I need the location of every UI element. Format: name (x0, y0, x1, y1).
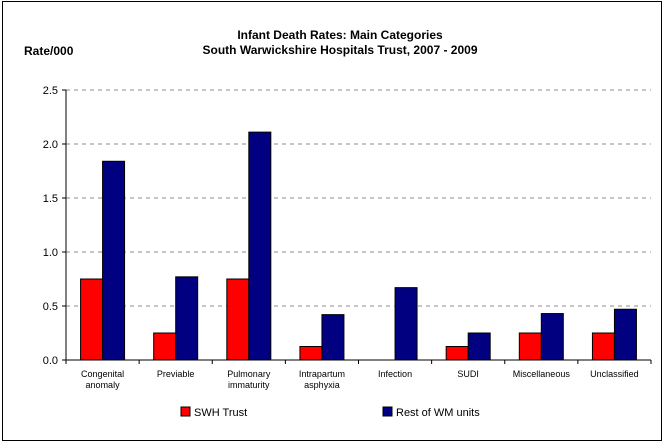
x-tick-label-5: SUDI (457, 369, 479, 379)
bar-swh-trust-1 (153, 332, 177, 361)
bar-swh-trust-6 (518, 332, 542, 361)
y-tick-label-5: 2.5 (43, 85, 58, 97)
legend-label-swh-trust: SWH Trust (194, 407, 247, 419)
legend-layer: SWH Trust Rest of WM units (180, 406, 480, 419)
x-tick-label-1: Previable (157, 369, 195, 379)
chart-subtitle: South Warwickshire Hospitals Trust, 2007… (203, 43, 478, 57)
chart-frame: Infant Death Rates: Main Categories Sout… (2, 1, 662, 441)
bars-layer (80, 131, 637, 361)
bar-rest-of-wm-0 (102, 160, 126, 361)
bar-swh-trust-7 (591, 332, 615, 361)
x-tick-label-4: Infection (378, 369, 412, 379)
bar-swh-trust-0 (80, 278, 104, 361)
legend-swatch-rest-of-wm (382, 406, 393, 417)
y-tick-label-0: 0.0 (43, 355, 58, 367)
bar-swh-trust-5 (445, 346, 469, 361)
bar-rest-of-wm-5 (467, 332, 491, 361)
x-tick-label-3-line-0: Intrapartum (299, 369, 345, 379)
x-tick-label-2-line-0: Pulmonary (227, 369, 271, 379)
bar-chart: Infant Death Rates: Main Categories Sout… (24, 28, 652, 419)
y-tick-label-3: 1.5 (43, 193, 58, 205)
x-tick-label-7: Unclassified (590, 369, 639, 379)
x-tick-label-0-line-0: Congenital (81, 369, 124, 379)
y-tick-label-1: 0.5 (43, 301, 58, 313)
y-tick-label-2: 1.0 (43, 247, 58, 259)
bar-rest-of-wm-6 (540, 313, 564, 361)
bar-swh-trust-2 (226, 278, 250, 361)
bar-swh-trust-3 (299, 346, 323, 361)
grid-layer (66, 89, 651, 307)
bar-rest-of-wm-3 (321, 314, 345, 361)
bar-rest-of-wm-7 (613, 308, 637, 361)
x-tick-label-3-line-1: asphyxia (304, 380, 340, 390)
y-axis-label: Rate/000 (24, 44, 74, 58)
y-tick-label-4: 2.0 (43, 139, 58, 151)
x-tick-label-0-line-1: anomaly (86, 380, 121, 390)
bar-rest-of-wm-2 (248, 131, 272, 361)
bar-rest-of-wm-1 (175, 276, 199, 361)
legend-label-rest-of-wm: Rest of WM units (396, 407, 480, 419)
x-tick-label-2-line-1: immaturity (228, 380, 270, 390)
bar-rest-of-wm-4 (394, 287, 418, 361)
x-tick-label-6: Miscellaneous (513, 369, 571, 379)
legend-swatch-swh-trust (180, 406, 191, 417)
chart-title: Infant Death Rates: Main Categories (237, 28, 443, 42)
